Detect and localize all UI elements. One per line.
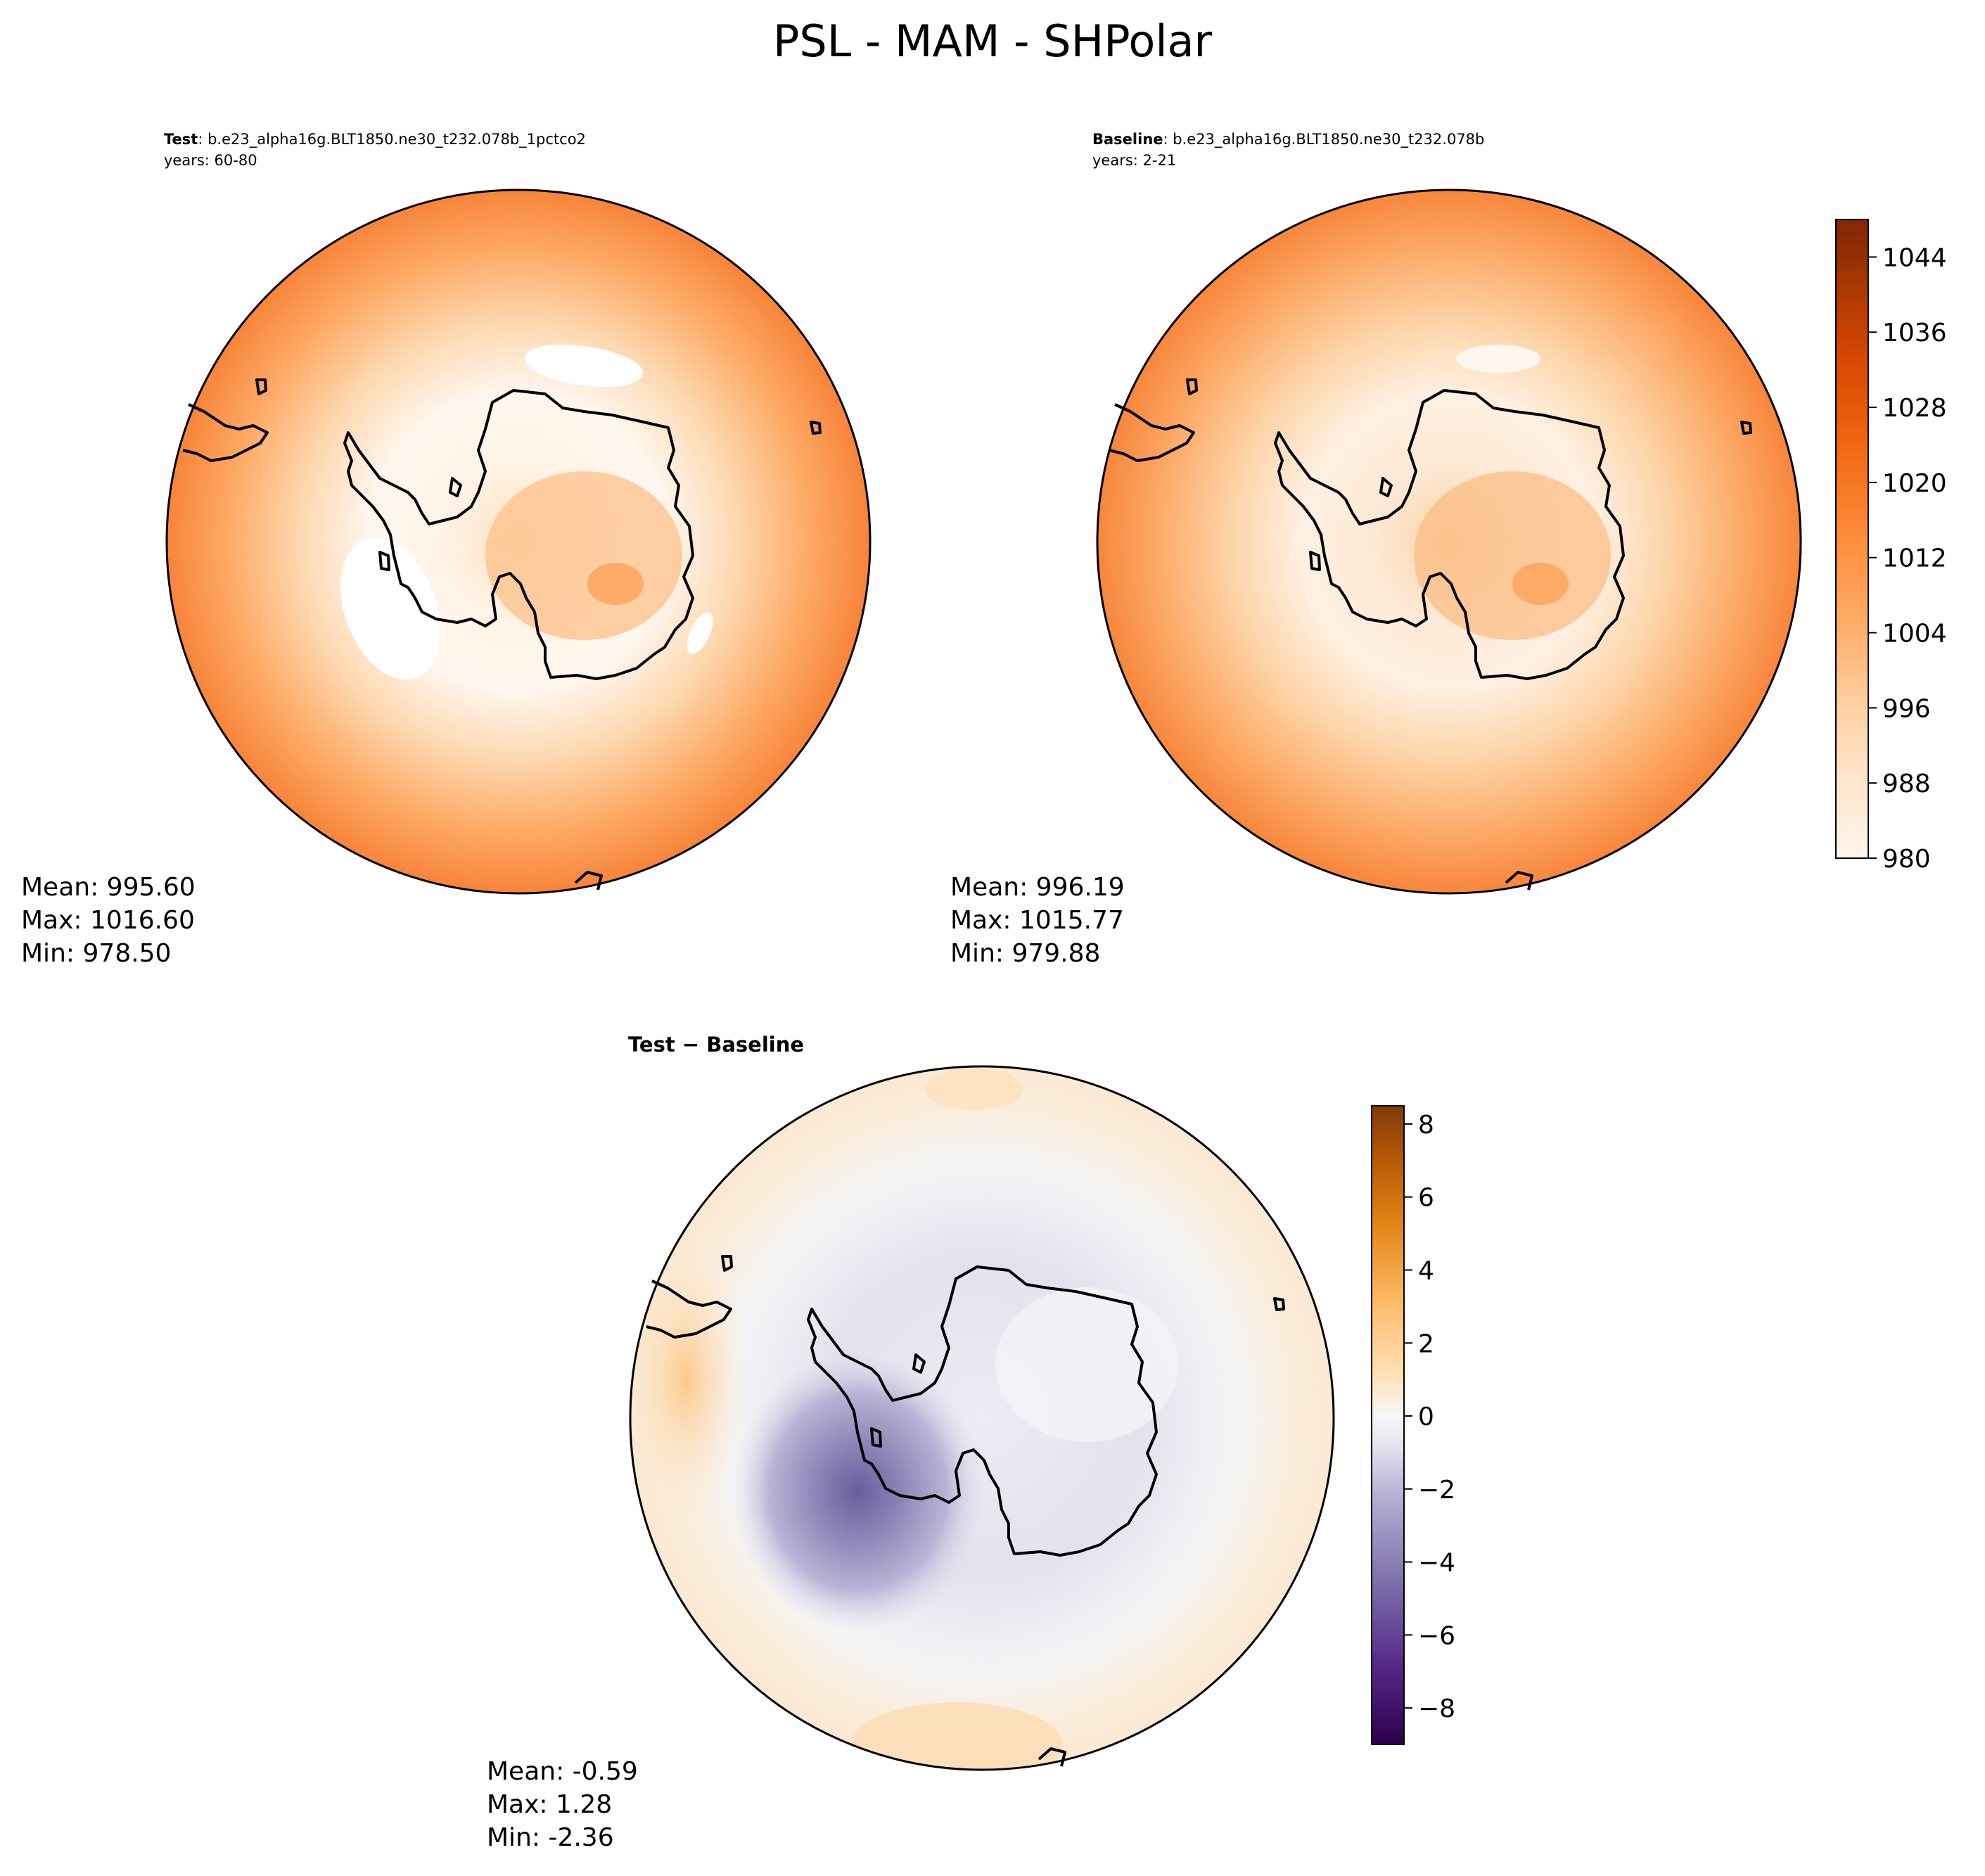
colorbar-diff-bar	[1371, 1105, 1405, 1745]
diff-stat-mean: Mean: -0.59	[487, 1757, 638, 1786]
colorbar-diff-tick-label: 0	[1418, 1403, 1434, 1431]
colorbar-diff-tick-label: 2	[1418, 1329, 1434, 1358]
baseline-map-boundary	[1096, 189, 1802, 895]
colorbar-diff-tick-label: −8	[1418, 1695, 1455, 1723]
figure-title: PSL - MAM - SHPolar	[773, 15, 1213, 67]
colorbar-psl-tick-label: 980	[1882, 845, 1931, 874]
panel-baseline-label-bold: Baseline	[1092, 131, 1163, 148]
test-stat-min: Min: 978.50	[21, 939, 171, 968]
colorbar-psl-ticks: 980 988 996 1004 1012 1020 1028 1036 1044	[1868, 243, 1947, 874]
baseline-stats: Mean: 996.19 Max: 1015.77 Min: 979.88	[950, 873, 1132, 968]
diff-coastlines	[646, 1255, 1285, 1767]
panel-baseline: Baseline: b.e23_alpha16g.BLT1850.ne30_t2…	[950, 131, 1802, 968]
panel-diff: Test − Baseline Mean: -0.59 Max: 1.28 Mi…	[487, 1033, 1335, 1852]
test-map-field	[167, 190, 870, 893]
colorbar-diff-tick-label: −2	[1418, 1476, 1455, 1505]
baseline-map-field	[1097, 190, 1801, 893]
panel-test-label: Test: b.e23_alpha16g.BLT1850.ne30_t232.0…	[164, 131, 586, 148]
baseline-stat-min: Min: 979.88	[950, 939, 1100, 968]
colorbar-diff: −8 −6 −4 −2 0 2 4 6 8	[1371, 1105, 1455, 1745]
panel-baseline-label: Baseline: b.e23_alpha16g.BLT1850.ne30_t2…	[1092, 131, 1484, 148]
baseline-stat-mean: Mean: 996.19	[950, 873, 1125, 902]
colorbar-psl-bar	[1835, 219, 1869, 859]
colorbar-psl-tick-label: 996	[1882, 694, 1931, 723]
baseline-coastlines	[1109, 378, 1752, 891]
baseline-stat-max: Max: 1015.77	[950, 906, 1124, 935]
colorbar-psl-tick-label: 1036	[1882, 319, 1947, 347]
panel-baseline-years: years: 2-21	[1092, 152, 1176, 169]
colorbar-psl-tick-label: 988	[1882, 770, 1931, 798]
test-stat-mean: Mean: 995.60	[21, 873, 196, 902]
colorbar-psl-tick-label: 1012	[1882, 544, 1947, 573]
diff-stat-min: Min: -2.36	[487, 1823, 614, 1852]
colorbar-psl-tick-label: 1020	[1882, 469, 1947, 498]
panel-test-label-bold: Test	[164, 131, 198, 148]
colorbar-diff-tick-label: −4	[1418, 1549, 1455, 1578]
test-coastlines	[182, 378, 822, 891]
panel-baseline-label-case: : b.e23_alpha16g.BLT1850.ne30_t232.078b	[1163, 131, 1485, 148]
diff-stats: Mean: -0.59 Max: 1.28 Min: -2.36	[487, 1757, 646, 1852]
test-map-boundary	[165, 189, 872, 895]
colorbar-psl-tick-label: 1028	[1882, 394, 1947, 423]
colorbar-psl-tick-label: 1044	[1882, 243, 1947, 272]
test-stat-max: Max: 1016.60	[21, 906, 195, 935]
colorbar-psl: 980 988 996 1004 1012 1020 1028 1036 1044	[1835, 219, 1947, 874]
panel-diff-label: Test − Baseline	[628, 1033, 804, 1057]
diff-stat-max: Max: 1.28	[487, 1790, 612, 1819]
colorbar-psl-tick-label: 1004	[1882, 620, 1947, 649]
colorbar-diff-tick-label: 4	[1418, 1256, 1434, 1285]
colorbar-diff-tick-label: −6	[1418, 1621, 1455, 1650]
colorbar-diff-tick-label: 8	[1418, 1111, 1434, 1140]
panel-test: Test: b.e23_alpha16g.BLT1850.ne30_t232.0…	[21, 131, 872, 968]
colorbar-diff-ticks: −8 −6 −4 −2 0 2 4 6 8	[1404, 1111, 1455, 1723]
panel-test-label-case: : b.e23_alpha16g.BLT1850.ne30_t232.078b_…	[198, 131, 586, 148]
panel-test-years: years: 60-80	[164, 152, 257, 169]
colorbar-diff-tick-label: 6	[1418, 1184, 1434, 1213]
diff-map-boundary	[629, 1065, 1335, 1771]
test-stats: Mean: 995.60 Max: 1016.60 Min: 978.50	[21, 873, 203, 968]
